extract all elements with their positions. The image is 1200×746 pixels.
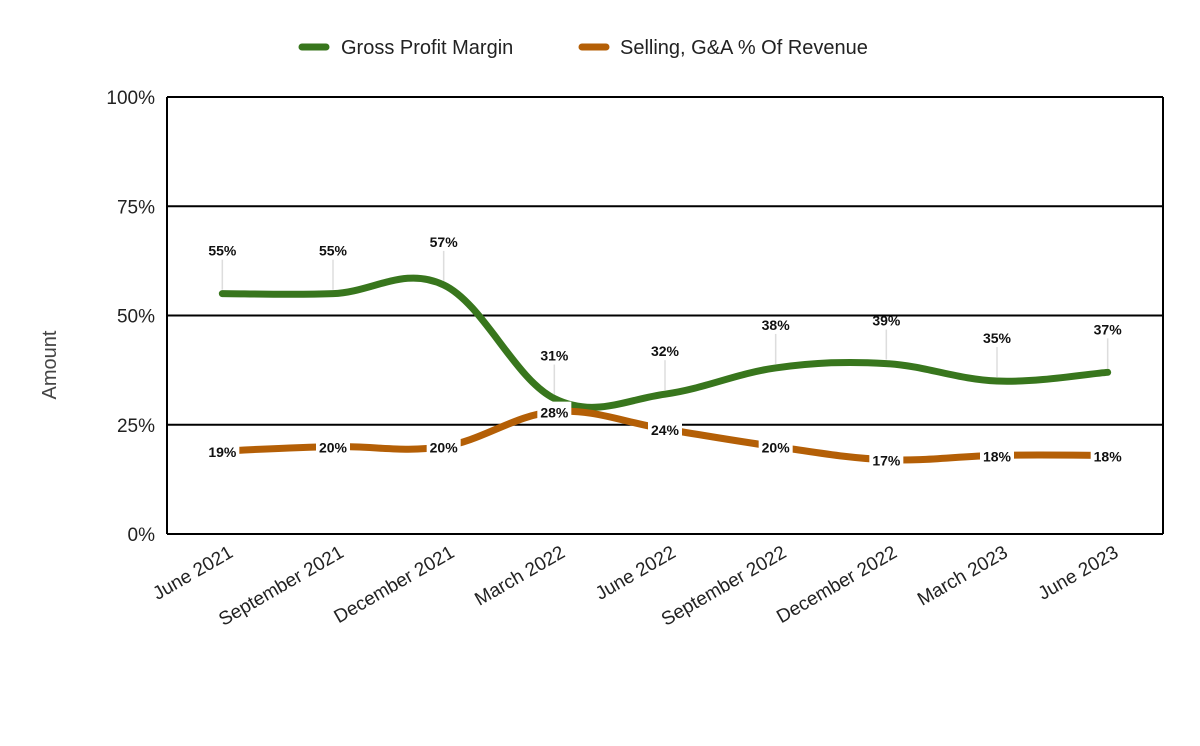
data-label: 32% (651, 343, 680, 359)
legend-item-sga-revenue[interactable]: Selling, G&A % Of Revenue (578, 37, 868, 59)
x-tick-label: December 2022 (773, 542, 901, 628)
data-label-background (648, 419, 682, 440)
data-label: 31% (540, 348, 569, 364)
data-label: 19% (208, 444, 237, 460)
x-tick-label: September 2022 (658, 542, 790, 630)
data-label-background (316, 436, 350, 457)
x-tick-label: December 2021 (331, 542, 459, 628)
series-line-gross-profit-margin (218, 274, 1112, 411)
data-label: 39% (872, 313, 901, 329)
y-axis-ticks: 0% 25% 50% 75% 100% (106, 88, 155, 546)
data-label-background (1090, 445, 1125, 466)
data-label-background (869, 449, 904, 470)
data-label: 37% (1094, 321, 1123, 337)
data-label-background (980, 445, 1014, 466)
data-label: 18% (983, 448, 1012, 464)
gridlines (166, 96, 1164, 535)
data-label: 17% (872, 453, 901, 469)
x-tick-label: September 2021 (215, 542, 347, 630)
data-label: 57% (430, 234, 459, 250)
x-tick-label: June 2022 (592, 542, 679, 605)
y-tick-label: 25% (117, 416, 155, 437)
legend-label: Selling, G&A % Of Revenue (620, 37, 868, 59)
x-tick-label: June 2021 (149, 542, 236, 605)
legend: Gross Profit Margin Selling, G&A % Of Re… (298, 37, 868, 59)
y-tick-label: 50% (117, 307, 155, 328)
y-tick-label: 0% (128, 525, 156, 546)
data-label: 55% (319, 243, 348, 259)
data-label-background (758, 436, 793, 457)
data-labels: 55% 55% 57% 31% 32% 38% 39% 35% 37% 19% 20% 20% 28% 2… (205, 234, 1125, 470)
data-label: 18% (1094, 448, 1123, 464)
legend-item-gross-profit-margin[interactable]: Gross Profit Margin (298, 37, 513, 59)
data-label: 20% (319, 440, 348, 456)
data-label: 20% (430, 440, 459, 456)
data-label: 55% (208, 243, 237, 259)
y-tick-label: 75% (117, 197, 155, 218)
x-tick-label: March 2022 (471, 542, 568, 610)
y-tick-label: 100% (106, 88, 155, 109)
data-label: 38% (762, 317, 791, 333)
data-label-background (205, 440, 240, 461)
data-label: 35% (983, 330, 1012, 346)
data-label-background (426, 436, 461, 457)
data-label: 28% (540, 405, 569, 421)
legend-label: Gross Profit Margin (341, 37, 513, 59)
data-label-background (537, 401, 572, 422)
y-axis-title: Amount (39, 330, 61, 399)
x-tick-label: June 2023 (1035, 542, 1122, 605)
data-label: 24% (651, 422, 680, 438)
x-tick-label: March 2023 (914, 542, 1011, 610)
data-label: 20% (762, 440, 791, 456)
